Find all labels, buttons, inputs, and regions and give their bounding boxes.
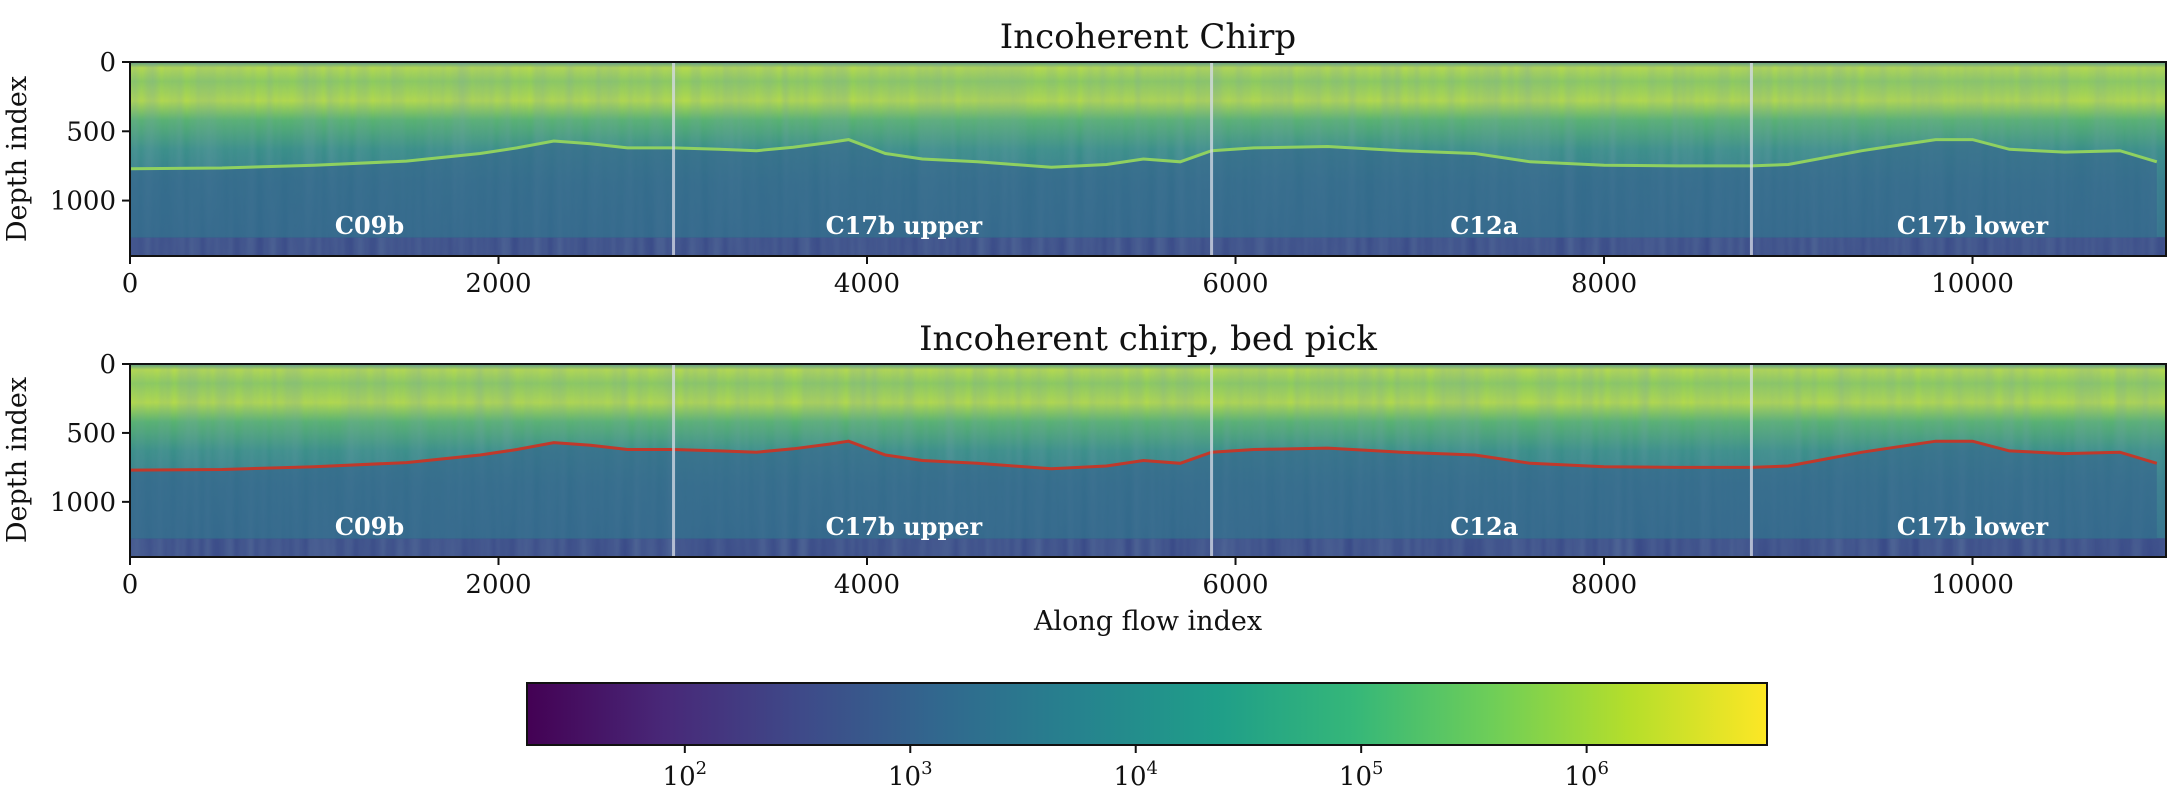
- colorbar-tick-label: 103: [888, 758, 933, 792]
- colorbar-tick-label: 106: [1564, 758, 1609, 792]
- y-tick-label: 0: [99, 350, 116, 380]
- segment-label: C12a: [1450, 512, 1518, 541]
- bed-pick-line: [130, 439, 2158, 472]
- colorbar-tick-label: 104: [1113, 758, 1158, 792]
- deep-ice-region: [130, 441, 2157, 540]
- y-tick-label: 0: [99, 48, 116, 78]
- x-tick-label: 8000: [1571, 570, 1637, 600]
- panel-incoherent-chirp: Incoherent Chirp C09b C17b upper C12a C17b …: [2, 17, 2167, 299]
- y-tick-label: 500: [66, 117, 116, 147]
- x-tick-label: 6000: [1202, 570, 1268, 600]
- colorbar: 102 103 104 105 106: [526, 682, 1768, 792]
- x-tick-label: 8000: [1571, 269, 1637, 299]
- bed-reflector: [130, 138, 2158, 171]
- x-tick-label: 6000: [1202, 269, 1268, 299]
- segment-label: C12a: [1450, 211, 1518, 240]
- segment-label: C09b: [335, 211, 404, 240]
- x-tick-label: 10000: [1931, 570, 2014, 600]
- segment-label: C09b: [335, 512, 404, 541]
- x-tick-label: 4000: [834, 269, 900, 299]
- colorbar-tick-label: 102: [663, 758, 708, 792]
- x-tick-label: 2000: [465, 570, 531, 600]
- segment-label: C17b upper: [826, 512, 983, 541]
- y-axis-label: Depth index: [2, 377, 33, 543]
- y-tick-label: 500: [66, 419, 116, 449]
- y-tick-label: 1000: [50, 488, 116, 518]
- segment-label: C17b lower: [1897, 512, 2049, 541]
- panel-title: Incoherent Chirp: [1000, 17, 1296, 57]
- colorbar-tick-label: 105: [1339, 758, 1384, 792]
- axes-frame: [129, 363, 2167, 558]
- x-axis-label: Along flow index: [1033, 606, 1262, 637]
- segment-label: C17b lower: [1897, 211, 2049, 240]
- deep-ice-region: [130, 139, 2157, 238]
- x-tick-label: 0: [122, 570, 139, 600]
- x-tick-label: 0: [122, 269, 139, 299]
- y-tick-label: 1000: [50, 187, 116, 217]
- panel-bed-pick: Incoherent chirp, bed pick C09b C17b uppe…: [2, 319, 2167, 637]
- y-axis-label: Depth index: [2, 76, 33, 242]
- panel-title: Incoherent chirp, bed pick: [919, 319, 1377, 359]
- x-tick-label: 2000: [465, 269, 531, 299]
- x-tick-label: 4000: [834, 570, 900, 600]
- colorbar-gradient: [526, 682, 1768, 746]
- axes-frame: [129, 61, 2167, 257]
- x-tick-label: 10000: [1931, 269, 2014, 299]
- segment-label: C17b upper: [826, 211, 983, 240]
